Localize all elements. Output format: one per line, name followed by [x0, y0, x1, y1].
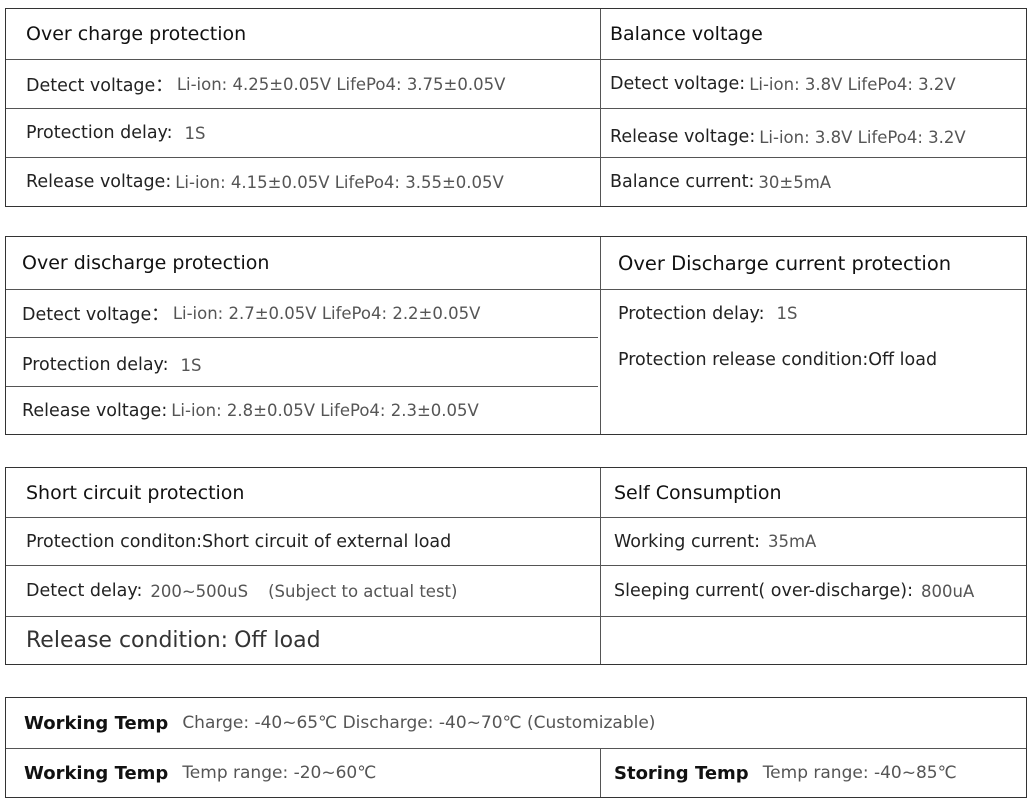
table-row: Release voltage: Li-ion: 4.15±0.05V Life…: [6, 157, 1026, 206]
short-circuit-title: Short circuit protection: [26, 481, 245, 504]
charge-balance-table: Over charge protection Balance voltage D…: [5, 8, 1027, 207]
storing-temp-range: Temp range: -40~85℃: [762, 763, 957, 783]
table-row: Protection delay: 1S: [6, 108, 1026, 157]
charge-delay-value: 1S: [184, 123, 206, 143]
balance-detect-value: Li-ion: 3.8V LifePo4: 3.2V: [749, 74, 956, 94]
discharge-delay-label: Protection delay:: [22, 355, 169, 375]
balance-current-value: 30±5mA: [758, 172, 832, 192]
over-charge-title: Over charge protection: [26, 23, 247, 45]
temperature-table: Working Temp Charge: -40~65℃ Discharge: …: [5, 697, 1027, 798]
table-row: Working Temp Charge: -40~65℃ Discharge: …: [6, 698, 1026, 748]
discharge-current-title: Over Discharge current protection: [618, 251, 952, 275]
working-current-value: 35mA: [767, 532, 817, 551]
balance-current-label: Balance current:: [610, 172, 755, 192]
short-release-value: Off load: [234, 628, 321, 653]
column-divider: [600, 9, 601, 206]
balance-voltage-title: Balance voltage: [610, 23, 763, 45]
table-row: Detect delay: 200~500uS (Subject to actu…: [6, 565, 1026, 616]
short-circuit-table: Short circuit protection Self Consumptio…: [5, 467, 1027, 665]
short-delay-note: (Subject to actual test): [268, 581, 458, 601]
discharge-detect-label: Detect voltage：: [22, 305, 169, 325]
working-temp-range: Temp range: -20~60℃: [182, 763, 377, 783]
discharge-release-value: Li-ion: 2.8±0.05V LifePo4: 2.3±0.05V: [171, 401, 479, 420]
storing-temp-label: Storing Temp: [614, 762, 749, 784]
short-delay-value: 200~500uS: [150, 581, 249, 601]
short-release-label: Release condition:: [26, 628, 229, 653]
table-row: Short circuit protection Self Consumptio…: [6, 468, 1026, 517]
table-row: Protection delay: 1S: [6, 337, 598, 386]
discharge-current-delay-label: Protection delay:: [618, 303, 765, 324]
balance-release-label: Release voltage:: [610, 127, 756, 147]
working-temp-charge: Charge: -40~65℃ Discharge: -40~70℃ (Cust…: [182, 713, 656, 733]
self-consumption-title: Self Consumption: [614, 481, 782, 504]
table-row: Release condition: Off load: [6, 616, 1026, 664]
sleeping-current-label: Sleeping current( over-discharge):: [614, 581, 913, 601]
table-row: Working Temp Temp range: -20~60℃ Storing…: [6, 748, 1026, 797]
balance-release-value: Li-ion: 3.8V LifePo4: 3.2V: [759, 127, 966, 147]
table-row: Protection conditon:Short circuit of ext…: [6, 517, 1026, 565]
working-temp-label: Working Temp: [24, 712, 169, 734]
discharge-delay-value: 1S: [180, 355, 202, 375]
discharge-detect-value: Li-ion: 2.7±0.05V LifePo4: 2.2±0.05V: [172, 304, 481, 323]
charge-release-label: Release voltage:: [26, 172, 172, 192]
over-discharge-title: Over discharge protection: [22, 252, 270, 274]
working-current-label: Working current:: [614, 531, 760, 552]
balance-release-cell: Release voltage: Li-ion: 3.8V LifePo4: 3…: [601, 108, 1026, 157]
discharge-table: Over discharge protection Over Discharge…: [5, 236, 1027, 435]
column-divider: [600, 237, 601, 434]
short-condition-label: Protection conditon:Short circuit of ext…: [26, 531, 452, 552]
discharge-current-delay-value: 1S: [776, 304, 798, 323]
discharge-release-label: Release voltage:: [22, 400, 168, 421]
charge-release-value: Li-ion: 4.15±0.05V LifePo4: 3.55±0.05V: [175, 172, 504, 192]
discharge-current-release-label: Protection release condition:Off load: [618, 350, 938, 370]
column-divider: [600, 468, 601, 664]
table-row: Detect voltage： Li-ion: 4.25±0.05V LifeP…: [6, 59, 1026, 108]
charge-delay-label: Protection delay:: [26, 123, 173, 143]
table-row: Release voltage: Li-ion: 2.8±0.05V LifeP…: [6, 386, 598, 434]
short-delay-label: Detect delay:: [26, 581, 143, 601]
table-row: Over discharge protection Over Discharge…: [6, 237, 1026, 289]
sleeping-current-value: 800uA: [921, 581, 975, 601]
table-row: Detect voltage： Li-ion: 2.7±0.05V LifePo…: [6, 289, 1026, 337]
discharge-current-release-cell: Protection release condition:Off load: [601, 337, 1026, 385]
charge-detect-label: Detect voltage：: [26, 75, 173, 96]
table-row: Over charge protection Balance voltage: [6, 9, 1026, 59]
balance-detect-label: Detect voltage:: [610, 74, 746, 94]
column-divider: [600, 749, 601, 797]
working-temp-label-2: Working Temp: [24, 762, 169, 784]
charge-detect-value: Li-ion: 4.25±0.05V LifePo4: 3.75±0.05V: [176, 74, 506, 94]
